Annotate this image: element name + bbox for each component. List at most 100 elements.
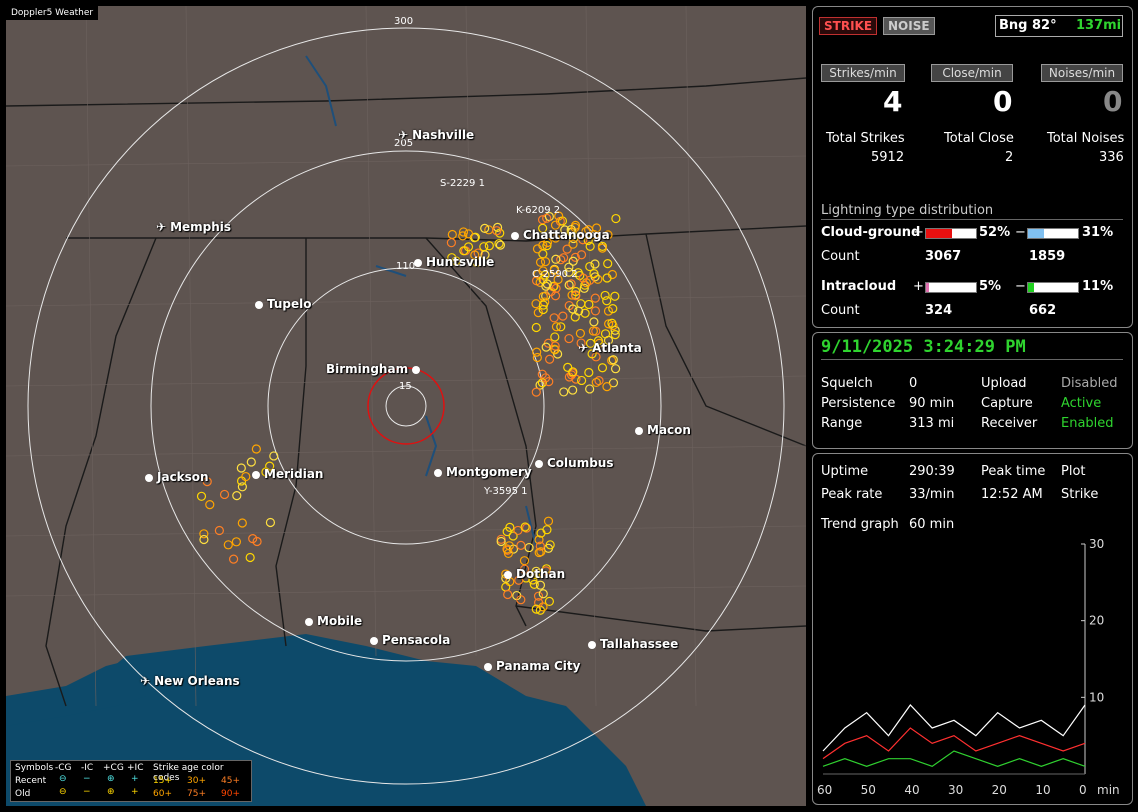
city-chattanooga[interactable]: Chattanooga [511, 228, 610, 242]
city-tupelo[interactable]: Tupelo [255, 297, 312, 311]
city-dot-icon [145, 473, 153, 482]
cg-minus-sign: − [1015, 225, 1026, 240]
strike-marker [492, 222, 503, 232]
ic-negative-bar [1027, 282, 1079, 293]
symbol-legend: Symbols -CG -IC +CG +IC Strike age color… [10, 760, 252, 802]
plot-value: Strike [1061, 487, 1099, 502]
city-label: Atlanta [592, 341, 642, 355]
city-macon[interactable]: Macon [635, 423, 691, 437]
city-label: Memphis [170, 220, 232, 234]
city-birmingham[interactable]: Birmingham [326, 362, 424, 376]
city-panama-city[interactable]: Panama City [484, 659, 580, 673]
city-label: Nashville [412, 128, 475, 142]
uptime-label: Uptime [821, 464, 869, 479]
strike-marker [542, 237, 553, 248]
legend-symbols-label: Symbols [15, 763, 54, 773]
city-memphis[interactable]: ✈ Memphis [156, 220, 231, 234]
strike-marker [564, 333, 574, 344]
strike-marker [571, 291, 581, 301]
strike-marker [550, 220, 561, 230]
strike-marker [535, 541, 545, 551]
strike-marker [479, 242, 489, 252]
city-dot-icon [511, 231, 519, 240]
strike-marker [524, 542, 534, 553]
persistence-label: Persistence [821, 396, 896, 411]
strike-marker [519, 564, 530, 574]
strike-marker [545, 354, 555, 364]
strike-marker [568, 385, 578, 395]
city-montgomery[interactable]: Montgomery [434, 465, 532, 479]
strike-marker [590, 306, 601, 316]
city-mobile[interactable]: Mobile [305, 614, 362, 628]
strike-marker [237, 482, 247, 492]
city-jackson[interactable]: Jackson [145, 470, 209, 484]
strike-marker [556, 322, 566, 332]
distribution-title: Lightning type distribution [821, 203, 994, 218]
strike-map[interactable]: Doppler5 Weather 300 205 110 15 S-2229 1… [6, 6, 806, 806]
total-noises-label: Total Noises [1047, 131, 1125, 146]
city-atlanta[interactable]: ✈ Atlanta [578, 341, 642, 355]
strike-marker [588, 326, 598, 336]
strike-marker [585, 241, 595, 251]
range-label-300: 300 [394, 16, 414, 27]
strike-marker [536, 528, 546, 538]
strike-marker [199, 529, 209, 539]
strike-marker [532, 352, 542, 363]
strike-marker [531, 299, 541, 309]
city-columbus[interactable]: Columbus [535, 456, 614, 470]
city-tallahassee[interactable]: Tallahassee [588, 637, 678, 651]
city-new-orleans[interactable]: ✈ New Orleans [140, 674, 240, 688]
strike-marker [607, 318, 617, 328]
city-huntsville[interactable]: Huntsville [414, 255, 494, 269]
city-pensacola[interactable]: Pensacola [370, 633, 450, 647]
peak-time-value: 12:52 AM [981, 487, 1043, 502]
strike-marker [538, 274, 548, 285]
strike-marker [223, 540, 233, 550]
strike-marker [531, 322, 541, 333]
city-label: Montgomery [446, 465, 532, 479]
ic-negative-count: 662 [1029, 303, 1057, 318]
city-label: Columbus [547, 456, 614, 470]
range-value: 313 mi [909, 416, 955, 431]
strike-marker [553, 349, 563, 359]
strike-button[interactable]: STRIKE [819, 17, 878, 35]
county-lines [6, 6, 806, 707]
city-label: New Orleans [154, 674, 240, 688]
strike-marker [447, 229, 457, 240]
legend-age-30: 30+ [187, 776, 206, 786]
state-borders [6, 77, 806, 707]
ic-positive-fill [926, 283, 929, 292]
strike-marker [492, 226, 502, 236]
strike-marker [531, 604, 541, 614]
cg-positive-pct: 52% [979, 225, 1011, 240]
strike-marker [578, 235, 588, 245]
legend-recent-cg-neg-icon: ⊖ [59, 774, 67, 784]
strike-marker [533, 591, 544, 601]
strike-marker [611, 213, 621, 224]
noise-button[interactable]: NOISE [883, 17, 935, 35]
strike-marker [587, 349, 597, 359]
strike-marker [580, 308, 590, 318]
strike-marker [533, 308, 543, 318]
strike-marker [480, 223, 490, 233]
airport-icon: ✈ [398, 128, 409, 142]
strike-marker [245, 552, 255, 563]
strike-marker [458, 231, 468, 241]
city-meridian[interactable]: Meridian [252, 467, 323, 481]
strike-marker [535, 257, 546, 267]
city-label: Tallahassee [600, 637, 679, 651]
total-strikes-value: 5912 [871, 150, 905, 165]
squelch-value: 0 [909, 376, 918, 391]
capture-value: Active [1061, 396, 1102, 411]
legend-old-ic-pos-icon: + [131, 787, 139, 797]
legend-ic-pos: +IC [127, 763, 144, 773]
strike-marker [610, 329, 620, 340]
strike-marker [232, 491, 242, 501]
strike-marker [532, 347, 542, 357]
strike-marker [446, 238, 456, 248]
city-nashville[interactable]: ✈ Nashville [398, 128, 474, 142]
strike-marker [545, 540, 555, 550]
cloud-ground-label: Cloud-ground [821, 225, 921, 240]
strike-marker [241, 471, 251, 482]
city-dothan[interactable]: Dothan [504, 567, 565, 581]
